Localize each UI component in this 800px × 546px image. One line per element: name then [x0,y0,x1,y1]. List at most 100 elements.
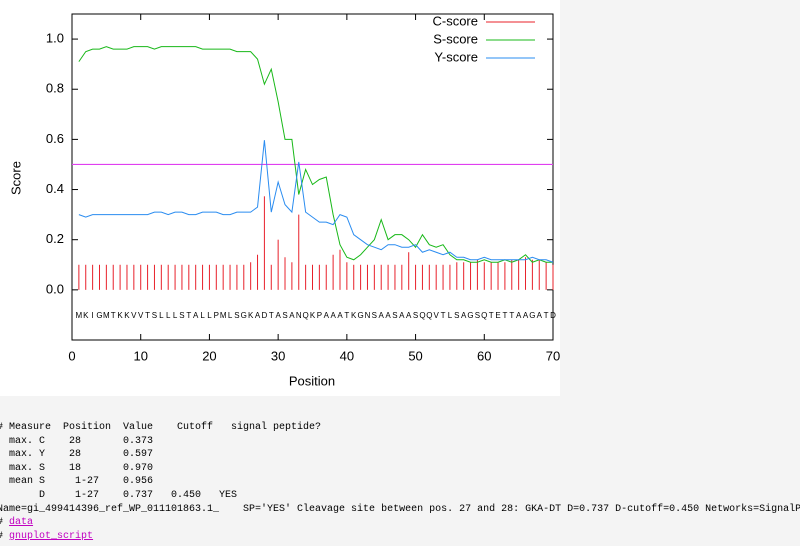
link-row: # data [0,516,800,530]
sequence-letter: L [166,311,171,320]
plot-frame [71,13,554,341]
results: # Measure Position Value Cutoff signal p… [0,421,800,543]
sequence-letter: L [159,311,164,320]
sequence-letter: S [413,311,418,320]
sequence-letter: T [344,311,349,320]
sequence-letter: K [83,311,89,320]
x-tick-label: 20 [202,348,216,363]
y-tick-label: 0.6 [46,131,64,146]
result-line: mean S 1-27 0.956 [0,476,154,488]
sequence-letter: D [550,311,556,320]
sequence-letter: T [509,311,514,320]
x-tick-label: 40 [340,348,354,363]
y-tick-label: 0.2 [46,231,64,246]
sequence-letter: A [324,311,330,320]
result-line: max. C 28 0.373 [0,435,154,447]
sequence-letter: Q [426,311,432,320]
legend-label: S-score [433,31,478,46]
sequence-letter: L [228,311,233,320]
sequence-letter: S [282,311,287,320]
sequence-letter: A [193,311,199,320]
sequence-letter: A [255,311,261,320]
sequence-letter: G [529,311,535,320]
link-marker: # [0,517,3,528]
sequence-letter: A [523,311,529,320]
x-tick-label: 60 [477,348,491,363]
link[interactable]: data [9,517,34,529]
sequence-letter: S [372,311,377,320]
sequence-letter: E [495,311,500,320]
result-line: Name=gi_499414396_ref_WP_011101863.1_ SP… [0,503,800,515]
link-row: # gnuplot_script [0,530,800,544]
result-line: max. Y 28 0.597 [0,449,154,461]
sequence-letter: A [330,311,336,320]
sequence-letter: N [365,311,371,320]
sequence-letter: K [117,311,123,320]
score-line [78,46,553,263]
sequence-letter: V [434,311,440,320]
sequence-letter: L [207,311,212,320]
result-line: max. S 18 0.970 [0,462,154,474]
x-axis-label: Position [289,373,335,388]
x-tick-label: 10 [133,348,147,363]
sequence-letter: A [406,311,412,320]
sequence-letter: A [516,311,522,320]
legend-label: Y-score [434,49,478,64]
sequence-letter: L [173,311,178,320]
sequence-letter: T [269,311,274,320]
sequence-letter: S [392,311,397,320]
link[interactable]: gnuplot_script [9,530,94,542]
sequence-letter: D [262,311,268,320]
chart: Score Position 0.0 0.2 0.4 0.6 0.8 1.0 0 10 20 30… [0,0,560,396]
score-line [78,140,554,263]
sequence-letter: A [275,311,281,320]
sequence-letter: T [489,311,494,320]
y-tick-label: 0.4 [46,181,64,196]
sequence-letter: S [152,311,157,320]
sequence-letter: T [441,311,446,320]
sequence-letter: L [200,311,205,320]
sequence-letter: M [76,311,83,320]
sequence-letter: P [214,311,219,320]
sequence-letter: G [357,311,363,320]
legend-label: C-score [432,13,478,28]
sequence-letter: G [467,311,473,320]
y-axis-label: Score [8,161,23,195]
sequence-letter: Q [303,311,309,320]
sequence-letter: K [248,311,254,320]
sequence-letter: M [103,311,110,320]
y-tick-label: 0.0 [46,281,64,296]
sequence-letter: A [385,311,391,320]
sequence-letter: K [351,311,357,320]
sequence-letter: A [461,311,467,320]
sequence-letter: T [544,311,549,320]
y-tick-label: 0.8 [46,81,64,96]
sequence-letter: G [96,311,102,320]
sequence-letter: Q [481,311,487,320]
sequence-letter: T [186,311,191,320]
sequence-letter: N [296,311,302,320]
sequence-letter: P [317,311,322,320]
sequence-letter: S [475,311,480,320]
sequence-letter: K [310,311,316,320]
sequence-letter: A [399,311,405,320]
sequence-letter: K [124,311,130,320]
sequence-letter: Q [419,311,425,320]
x-tick-label: 50 [408,348,422,363]
sequence-letter: M [220,311,227,320]
sequence-letter: A [289,311,295,320]
sequence-letter: S [179,311,184,320]
y-tick-label: 1.0 [46,31,64,46]
sequence-letter: A [337,311,343,320]
x-tick-label: 30 [271,348,285,363]
x-tick-label: 0 [68,348,75,363]
sequence-letter: A [537,311,543,320]
sequence-letter: G [241,311,247,320]
sequence-letter: V [131,311,137,320]
sequence-letter: S [454,311,459,320]
sequence-letter: I [91,311,93,320]
result-line: # Measure Position Value Cutoff signal p… [0,422,322,433]
sequence-letter: V [138,311,144,320]
sequence-letter: T [111,311,116,320]
